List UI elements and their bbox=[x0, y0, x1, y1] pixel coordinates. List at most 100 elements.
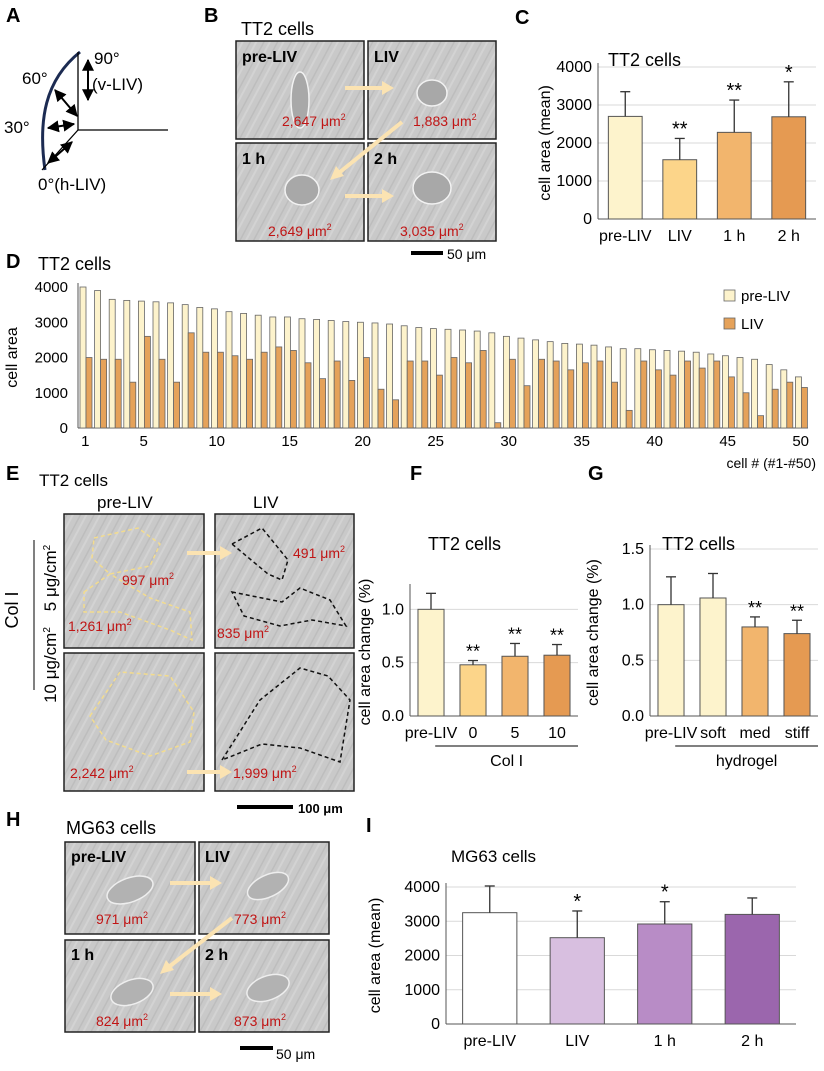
bar-liv-cell-22 bbox=[392, 399, 400, 429]
bar-liv-cell-36 bbox=[596, 360, 604, 429]
panel-letter-d: D bbox=[6, 251, 20, 273]
bar-liv-cell-6 bbox=[158, 358, 166, 429]
label-vliv: (v-LIV) bbox=[92, 75, 143, 94]
cell-shape bbox=[290, 71, 310, 129]
x-tick-label: 25 bbox=[427, 433, 444, 450]
row-label-10: 10 μg/cm2 bbox=[41, 627, 60, 703]
cell-outline bbox=[230, 587, 348, 628]
y-tick-label: 3000 bbox=[556, 97, 592, 114]
tile-2h: 2 h 3,035 μm2 bbox=[367, 142, 497, 242]
area-label: 2,242 μm2 bbox=[70, 764, 134, 781]
bar-liv-cell-33 bbox=[552, 360, 560, 429]
bar-0 bbox=[459, 664, 487, 717]
x-tick-label: soft bbox=[700, 725, 726, 742]
bar-pre-liv-cell-39 bbox=[634, 348, 642, 429]
arrow-right-head bbox=[220, 546, 232, 560]
chart-g: 0.0 0.5 1.0 1.5 pre-LIV soft ** med ** stiff TT2 c… bbox=[585, 534, 818, 770]
panel-h: H MG63 cells pre-LIV 971 μm2 LIV 773 μm2… bbox=[6, 809, 330, 1062]
bar-pre-liv-cell-28 bbox=[473, 330, 481, 429]
y-tick-label: 1000 bbox=[556, 173, 592, 190]
scale-label: 50 μm bbox=[447, 246, 486, 262]
significance-mark: * bbox=[661, 882, 669, 904]
area-label: 491 μm2 bbox=[293, 544, 345, 561]
bar-liv-cell-31 bbox=[523, 385, 531, 429]
tile-2h: 2 h 873 μm2 bbox=[198, 939, 330, 1033]
bar-pre-liv-cell-32 bbox=[532, 339, 539, 429]
cell-shape bbox=[246, 871, 290, 901]
micrograph-tile bbox=[214, 652, 355, 792]
panel-letter-a: A bbox=[6, 5, 20, 27]
side-label-col1: Col I bbox=[2, 591, 22, 628]
arrow-right-head bbox=[210, 987, 222, 1001]
bar-pre-liv-cell-38 bbox=[619, 348, 627, 429]
bar-2-h bbox=[771, 116, 807, 220]
y-tick-label: 4000 bbox=[556, 59, 592, 76]
cell-outline bbox=[91, 527, 161, 575]
bar-pre-liv-cell-27 bbox=[459, 329, 467, 429]
x-tick-label: 2 h bbox=[741, 1033, 763, 1050]
bar-liv-cell-47 bbox=[757, 415, 764, 429]
bar-pre-liv-cell-3 bbox=[108, 298, 116, 429]
significance-mark: ** bbox=[672, 118, 688, 140]
y-tick-label: 1.0 bbox=[622, 597, 644, 614]
tile-label: LIV bbox=[374, 49, 399, 66]
cell-curve-shape bbox=[41, 50, 81, 171]
bar-pre-liv-cell-42 bbox=[678, 350, 685, 429]
scale-bar bbox=[240, 1046, 273, 1050]
bar-pre-liv-cell-20 bbox=[356, 321, 364, 429]
arrow-0 bbox=[47, 141, 73, 164]
bar-liv-cell-2 bbox=[100, 358, 107, 429]
bar-pre-liv-cell-45 bbox=[722, 355, 729, 429]
bar-pre-liv-cell-4 bbox=[123, 299, 131, 429]
panel-a: A 90° (v-LIV) 60° 30° 0°(h-LIV) bbox=[4, 5, 168, 194]
x-axis-label: Col I bbox=[490, 753, 523, 770]
bar-liv-cell-14 bbox=[275, 346, 283, 429]
area-label: 1,999 μm2 bbox=[233, 764, 297, 781]
x-tick-label: 1 h bbox=[723, 228, 745, 245]
micrograph-tile bbox=[63, 652, 205, 792]
chart-title: TT2 cells bbox=[428, 534, 501, 554]
tile-label: 2 h bbox=[205, 947, 228, 964]
bar-pre-liv-cell-12 bbox=[240, 313, 248, 429]
y-tick-label: 1000 bbox=[35, 385, 68, 402]
bar-pre-liv-cell-24 bbox=[415, 327, 423, 429]
scale-label: 100 μm bbox=[298, 801, 343, 816]
area-label: 873 μm2 bbox=[234, 1012, 286, 1029]
y-tick-label: 0 bbox=[60, 420, 68, 437]
arrow-diagonal bbox=[338, 120, 404, 174]
bar-pre-liv-cell-37 bbox=[605, 346, 612, 429]
significance-mark: ** bbox=[508, 624, 522, 644]
bar-pre-liv-cell-13 bbox=[254, 314, 262, 429]
bar-liv-cell-24 bbox=[421, 360, 429, 429]
arrow-right-head bbox=[220, 765, 232, 779]
bar-pre-liv-cell-7 bbox=[167, 302, 175, 429]
scale-bar bbox=[411, 251, 443, 255]
tile-pre-liv: pre-LIV 971 μm2 bbox=[64, 841, 196, 935]
cell-outline bbox=[220, 667, 351, 764]
bar-pre-liv-cell-23 bbox=[400, 325, 408, 429]
cell-shape bbox=[246, 973, 290, 1003]
bar-liv-cell-12 bbox=[246, 358, 254, 429]
bar-pre-liv-cell-6 bbox=[152, 301, 160, 429]
y-tick-label: 2000 bbox=[35, 350, 68, 367]
arrow-diagonal-head bbox=[330, 166, 344, 180]
y-tick-label: 2000 bbox=[556, 135, 592, 152]
bar-pre-liv-cell-14 bbox=[269, 316, 277, 429]
area-label: 824 μm2 bbox=[96, 1012, 148, 1029]
arrow-diagonal-head bbox=[160, 960, 174, 974]
chart-title: TT2 cells bbox=[662, 534, 735, 554]
area-label: 3,035 μm2 bbox=[400, 222, 464, 239]
bar-liv-cell-48 bbox=[771, 388, 779, 429]
area-label: 1,883 μm2 bbox=[413, 112, 477, 129]
cell-shape bbox=[106, 875, 154, 905]
arrow-right-head bbox=[382, 81, 394, 95]
x-tick-label: 45 bbox=[719, 433, 736, 450]
x-tick-label: stiff bbox=[785, 725, 810, 742]
bar-liv-cell-38 bbox=[625, 409, 633, 429]
panel-letter-b: B bbox=[204, 5, 218, 27]
x-tick-label: 1 h bbox=[654, 1033, 676, 1050]
bar-10 bbox=[543, 654, 571, 717]
bar-pre-liv-cell-9 bbox=[196, 307, 204, 429]
